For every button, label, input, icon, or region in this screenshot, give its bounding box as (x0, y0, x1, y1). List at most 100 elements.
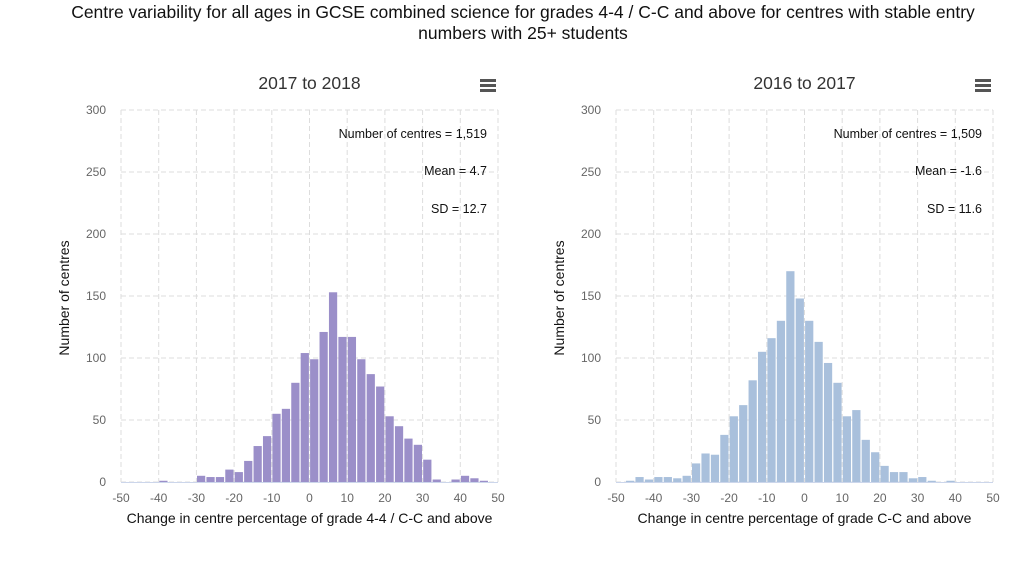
x-tick-label: -50 (112, 491, 130, 505)
x-tick-label: 0 (801, 491, 808, 505)
histogram-bar[interactable] (215, 477, 225, 482)
stat-annotation-1: Number of centres = 1,519 (339, 127, 487, 141)
histogram-bar[interactable] (225, 469, 234, 482)
x-axis-label: Change in centre percentage of grade 4-4… (127, 510, 493, 526)
histogram-bar[interactable] (413, 444, 422, 482)
histogram-bar[interactable] (319, 331, 328, 482)
histogram-bar[interactable] (366, 374, 375, 482)
histogram-bar[interactable] (300, 353, 309, 482)
histogram-bar[interactable] (805, 320, 814, 482)
histogram-bar[interactable] (842, 416, 852, 482)
histogram-bar[interactable] (159, 480, 168, 482)
histogram-bar[interactable] (710, 454, 720, 482)
y-tick-label: 200 (86, 227, 106, 241)
histogram-bar[interactable] (899, 472, 908, 482)
y-tick-label: 100 (581, 351, 601, 365)
y-tick-label: 200 (581, 227, 601, 241)
histogram-bar[interactable] (861, 439, 870, 482)
page-title-line-2: numbers with 25+ students (418, 23, 628, 43)
histogram-bar[interactable] (328, 292, 338, 482)
histogram-bar[interactable] (206, 477, 215, 482)
y-tick-label: 150 (581, 289, 601, 303)
histogram-bar[interactable] (423, 459, 432, 482)
chart-title: 2017 to 2018 (258, 73, 360, 93)
y-axis-tick-labels: 0 50 100 150 200 250 300 (581, 103, 601, 489)
histogram-bar[interactable] (663, 477, 672, 482)
histogram-bar[interactable] (479, 480, 488, 482)
histogram-bar[interactable] (451, 479, 460, 482)
histogram-bar[interactable] (767, 338, 776, 482)
histogram-bar[interactable] (748, 380, 757, 482)
chart-menu-button[interactable] (476, 75, 500, 97)
histogram-bar[interactable] (654, 477, 663, 482)
histogram-bar[interactable] (880, 465, 889, 482)
x-axis-label: Change in centre percentage of grade C-C… (638, 510, 972, 526)
histogram-bar[interactable] (795, 298, 804, 482)
statistics-annotations: Number of centres = 1,519 Mean = 4.7 SD = … (339, 127, 487, 216)
histogram-bar[interactable] (776, 320, 786, 482)
histogram-bar[interactable] (692, 463, 701, 482)
histogram-bar[interactable] (739, 405, 748, 482)
histogram-bar[interactable] (394, 426, 404, 482)
y-tick-label: 150 (86, 289, 106, 303)
histogram-bar[interactable] (404, 438, 413, 482)
histogram-bar[interactable] (927, 480, 936, 482)
histogram-bar[interactable] (644, 479, 654, 482)
histogram-bar[interactable] (908, 478, 917, 482)
y-tick-label: 300 (86, 103, 106, 117)
histogram-bar[interactable] (338, 336, 347, 482)
hamburger-menu-icon (975, 79, 991, 92)
histogram-bar[interactable] (814, 341, 823, 482)
histogram-bar[interactable] (385, 416, 394, 482)
histogram-bar[interactable] (470, 478, 479, 482)
histogram-bar[interactable] (244, 460, 253, 482)
histogram-bar[interactable] (833, 382, 842, 482)
x-tick-label: 10 (341, 491, 355, 505)
hamburger-menu-icon (480, 79, 496, 92)
histogram-bar[interactable] (635, 477, 644, 482)
histogram-bar[interactable] (682, 475, 691, 482)
histogram-bar[interactable] (357, 359, 366, 482)
histogram-bar[interactable] (673, 478, 682, 482)
histogram-bar[interactable] (823, 362, 833, 482)
histogram-bar[interactable] (460, 475, 470, 482)
x-axis-tick-labels: -50 -40 -30 -20 -10 0 10 20 30 40 50 (607, 491, 1000, 505)
x-tick-label: -20 (225, 491, 243, 505)
histogram-bar[interactable] (262, 436, 272, 482)
histogram-bar[interactable] (852, 410, 861, 482)
histogram-bar[interactable] (253, 446, 262, 482)
histogram-bar[interactable] (310, 359, 319, 482)
chart-menu-button[interactable] (971, 75, 995, 97)
histogram-bar[interactable] (197, 475, 206, 482)
histogram-bar[interactable] (291, 382, 300, 482)
x-tick-label: 30 (416, 491, 430, 505)
menu-icon-line-3 (480, 89, 496, 92)
histogram-bar[interactable] (918, 477, 927, 482)
histogram-bars (159, 292, 488, 482)
histogram-bar[interactable] (701, 453, 710, 482)
histogram-bar[interactable] (432, 479, 441, 482)
chart-title: 2016 to 2017 (753, 73, 855, 93)
gridlines (120, 109, 499, 483)
histogram-bar[interactable] (626, 480, 635, 482)
histogram-bar[interactable] (871, 452, 880, 482)
histogram-bar[interactable] (272, 413, 281, 482)
histogram-bar[interactable] (281, 408, 291, 482)
y-tick-label: 250 (581, 165, 601, 179)
histogram-bar[interactable] (347, 336, 357, 482)
stat-annotation-3: SD = 11.6 (927, 202, 982, 216)
x-tick-label: 10 (836, 491, 850, 505)
histogram-bar[interactable] (376, 386, 385, 482)
histogram-bar[interactable] (720, 434, 729, 482)
x-tick-label: 30 (911, 491, 925, 505)
stat-annotation-3: SD = 12.7 (431, 202, 487, 216)
histogram-bar[interactable] (234, 472, 243, 482)
histogram-bar[interactable] (786, 271, 795, 482)
x-tick-label: 50 (986, 491, 1000, 505)
histogram-bar[interactable] (729, 416, 738, 482)
histogram-bar[interactable] (757, 351, 767, 482)
histogram-bar[interactable] (946, 480, 955, 482)
menu-icon-line-2 (975, 84, 991, 87)
histogram-bar[interactable] (889, 472, 899, 482)
